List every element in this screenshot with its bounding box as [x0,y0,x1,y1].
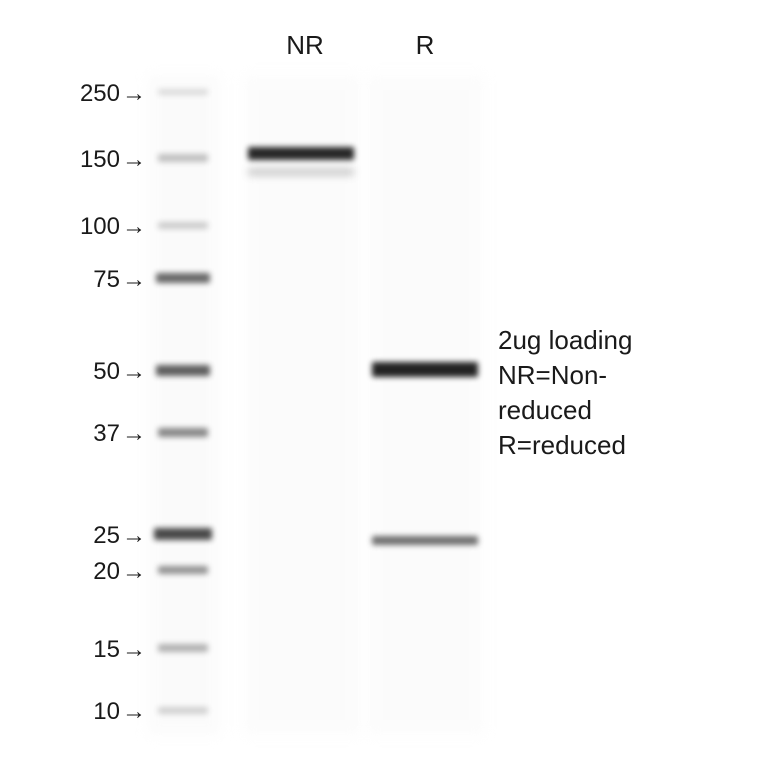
lane-header-r-text: R [416,30,435,60]
legend-box: 2ug loading NR=Non- reduced R=reduced [498,323,632,463]
marker-value: 10 [93,698,120,726]
gel-lane-bg-marker [148,75,220,735]
marker-label-75: 75→ [93,266,146,294]
arrow-icon: → [122,422,146,446]
marker-value: 15 [93,636,120,664]
marker-label-20: 20→ [93,558,146,586]
gel-lane-bg-r [368,75,484,735]
arrow-icon: → [122,268,146,292]
sample-band-nr-main [248,147,354,160]
arrow-icon: → [122,638,146,662]
marker-label-50: 50→ [93,358,146,386]
arrow-icon: → [122,560,146,584]
lane-header-nr-text: NR [286,30,324,60]
arrow-icon: → [122,524,146,548]
marker-value: 250 [80,80,120,108]
sample-band-r-light [372,536,478,545]
lane-header-nr: NR [275,30,335,61]
marker-band [158,154,208,162]
marker-value: 75 [93,266,120,294]
marker-band [156,365,210,376]
marker-value: 25 [93,522,120,550]
marker-value: 20 [93,558,120,586]
marker-band [158,566,208,574]
lane-header-r: R [405,30,445,61]
sample-band-r-heavy [372,362,478,377]
marker-band [158,644,208,652]
marker-band [154,528,212,540]
marker-band [158,222,208,229]
marker-label-250: 250→ [80,80,146,108]
gel-image: NR R 250→ 150→ 100→ 75→ 50→ 37→ 25→ 20→ … [0,0,764,764]
marker-value: 100 [80,213,120,241]
marker-value: 37 [93,420,120,448]
arrow-icon: → [122,360,146,384]
legend-line-1: 2ug loading [498,323,632,358]
arrow-icon: → [122,215,146,239]
marker-band [158,89,208,95]
marker-label-100: 100→ [80,213,146,241]
arrow-icon: → [122,82,146,106]
marker-band [158,428,208,437]
arrow-icon: → [122,148,146,172]
marker-band [156,273,210,283]
marker-label-37: 37→ [93,420,146,448]
marker-label-10: 10→ [93,698,146,726]
marker-value: 50 [93,358,120,386]
arrow-icon: → [122,700,146,724]
marker-label-25: 25→ [93,522,146,550]
marker-label-15: 15→ [93,636,146,664]
legend-line-3: reduced [498,393,632,428]
marker-band [158,707,208,714]
marker-label-150: 150→ [80,146,146,174]
marker-value: 150 [80,146,120,174]
legend-line-2: NR=Non- [498,358,632,393]
sample-band-nr-shadow [248,168,354,176]
legend-line-4: R=reduced [498,428,632,463]
